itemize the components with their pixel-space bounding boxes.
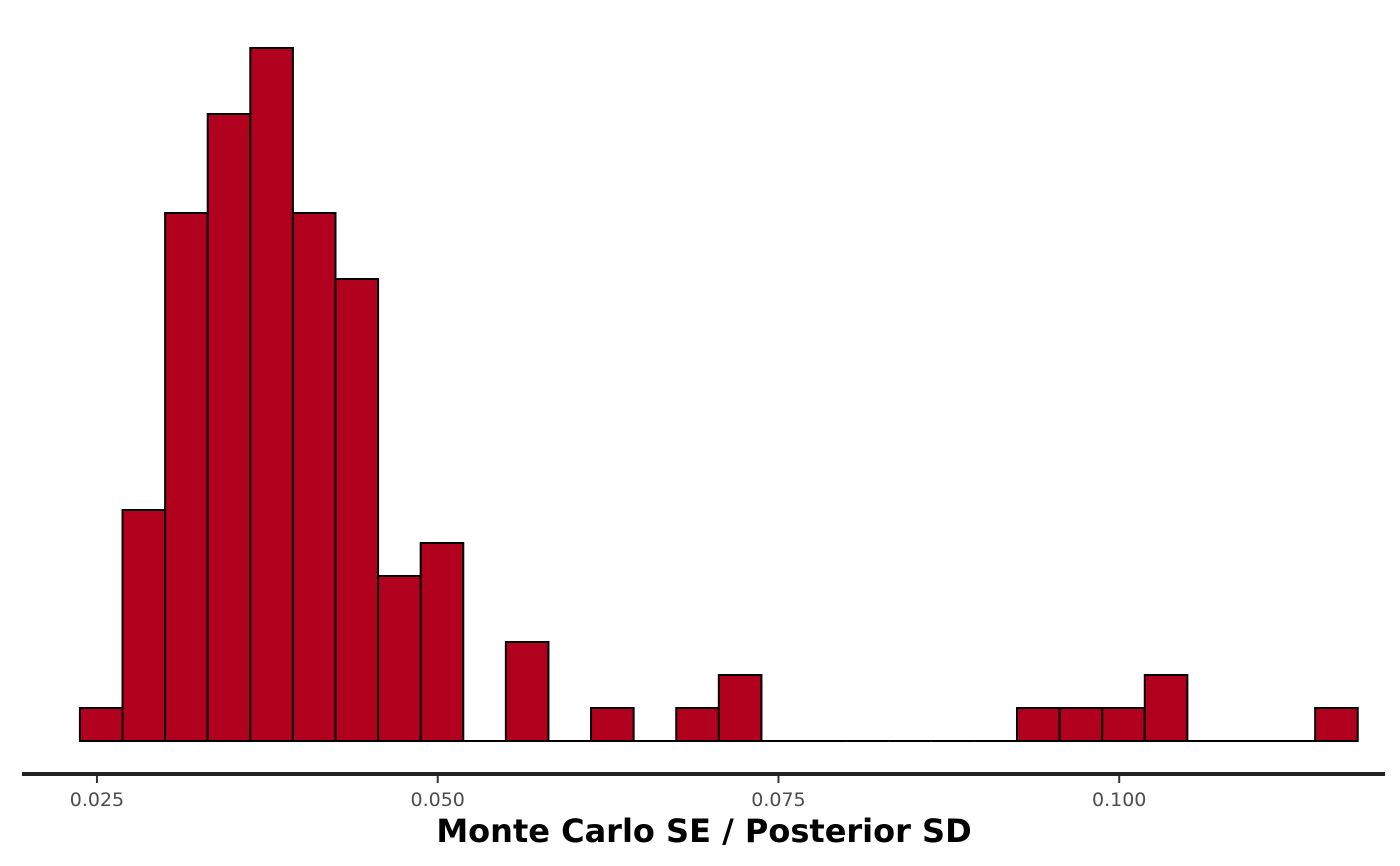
histogram-bar — [1314, 707, 1359, 742]
histogram-bar — [249, 47, 294, 742]
histogram-bar — [291, 212, 337, 742]
x-tick-label: 0.025 — [70, 789, 124, 811]
histogram-bar — [717, 674, 763, 742]
histogram-bar — [419, 542, 465, 742]
histogram-bar — [377, 575, 422, 742]
histogram-bars — [78, 47, 1359, 742]
histogram-bar — [675, 707, 720, 742]
histogram-bar — [1101, 707, 1146, 742]
histogram-bar — [590, 707, 635, 742]
x-axis-ticks: 0.025 0.050 0.075 0.100 — [70, 776, 1146, 811]
histogram-bar — [504, 641, 550, 742]
x-tick-label: 0.100 — [1092, 789, 1146, 811]
x-tick-label: 0.050 — [411, 789, 465, 811]
histogram-bar — [1015, 707, 1061, 742]
histogram-bar — [334, 278, 380, 742]
histogram-bar — [78, 707, 124, 742]
histogram-bar — [164, 212, 209, 742]
histogram-bar — [1058, 707, 1104, 742]
x-tick-label: 0.075 — [751, 789, 805, 811]
histogram-bar — [121, 509, 167, 742]
histogram-bar — [206, 113, 252, 742]
histogram-bar — [1143, 674, 1189, 742]
x-axis-title: Monte Carlo SE / Posterior SD — [436, 812, 971, 850]
